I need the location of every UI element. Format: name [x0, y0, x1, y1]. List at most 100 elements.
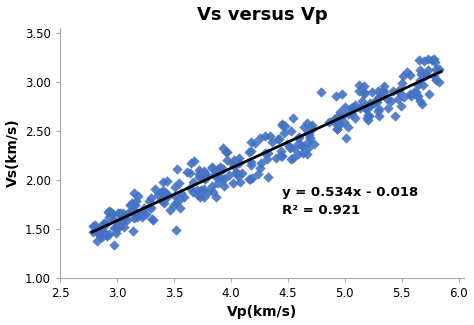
Point — [131, 209, 139, 214]
Point — [245, 150, 253, 155]
Point — [235, 156, 243, 161]
Point — [214, 181, 222, 186]
Point — [358, 98, 366, 103]
Point — [138, 214, 146, 220]
Point — [278, 149, 285, 154]
Point — [208, 165, 216, 170]
Point — [171, 193, 179, 198]
Point — [149, 218, 157, 223]
Point — [232, 170, 240, 175]
Point — [420, 58, 428, 64]
Point — [299, 150, 307, 155]
Point — [247, 148, 255, 153]
Point — [195, 172, 203, 177]
Point — [349, 111, 356, 116]
Point — [356, 82, 363, 87]
Point — [422, 72, 429, 78]
Point — [332, 93, 339, 98]
Point — [130, 190, 138, 195]
Point — [398, 81, 405, 86]
Point — [236, 180, 243, 185]
Point — [436, 80, 443, 85]
Point — [317, 89, 325, 95]
Point — [352, 115, 359, 120]
Point — [130, 215, 138, 220]
Point — [325, 120, 333, 125]
Point — [375, 95, 383, 100]
Point — [102, 222, 109, 227]
Point — [118, 220, 125, 225]
Point — [360, 89, 368, 94]
Point — [190, 159, 198, 164]
Point — [295, 134, 303, 139]
Point — [105, 209, 113, 214]
Point — [330, 117, 338, 122]
Point — [139, 212, 146, 217]
Point — [129, 228, 137, 233]
Point — [305, 139, 312, 144]
Point — [410, 89, 417, 94]
Point — [333, 115, 341, 120]
Point — [394, 97, 402, 102]
Point — [114, 225, 121, 230]
Point — [264, 175, 272, 180]
Point — [432, 78, 440, 83]
Point — [134, 194, 142, 199]
Point — [363, 115, 371, 121]
Text: y = 0.534x - 0.018
R² = 0.921: y = 0.534x - 0.018 R² = 0.921 — [282, 186, 419, 217]
Point — [235, 160, 243, 165]
Point — [132, 209, 140, 215]
Point — [201, 168, 208, 174]
Point — [123, 217, 130, 222]
Point — [222, 150, 230, 155]
Point — [365, 117, 372, 123]
Point — [91, 223, 99, 228]
Point — [175, 181, 182, 186]
Point — [228, 161, 236, 166]
Point — [336, 110, 344, 115]
Point — [235, 173, 242, 178]
Point — [289, 116, 297, 121]
Point — [424, 67, 432, 72]
Point — [157, 198, 164, 203]
Point — [282, 123, 289, 128]
Point — [161, 189, 168, 194]
Point — [147, 195, 155, 200]
Point — [347, 105, 355, 110]
Point — [92, 227, 100, 232]
Point — [211, 172, 219, 177]
Point — [128, 201, 136, 206]
Point — [362, 107, 370, 112]
Point — [395, 88, 403, 93]
Point — [406, 73, 414, 78]
Point — [395, 89, 402, 94]
Point — [398, 103, 405, 108]
Point — [360, 84, 368, 89]
Point — [247, 160, 255, 165]
Point — [116, 210, 123, 215]
Point — [310, 141, 318, 146]
Point — [274, 136, 282, 142]
Point — [424, 56, 432, 61]
Point — [345, 124, 352, 129]
Point — [145, 199, 153, 204]
Point — [289, 155, 297, 161]
Point — [349, 104, 356, 109]
Point — [366, 100, 374, 106]
Point — [225, 173, 233, 178]
Point — [220, 176, 228, 181]
Point — [177, 190, 184, 195]
Point — [176, 205, 184, 211]
Point — [247, 162, 255, 168]
Point — [416, 78, 424, 83]
Point — [407, 94, 414, 99]
Point — [190, 179, 197, 185]
Point — [173, 166, 181, 172]
Point — [287, 157, 295, 162]
Point — [296, 140, 303, 145]
Point — [380, 84, 388, 89]
Point — [204, 190, 211, 195]
Point — [113, 223, 121, 228]
Point — [299, 144, 306, 149]
Point — [258, 160, 265, 165]
